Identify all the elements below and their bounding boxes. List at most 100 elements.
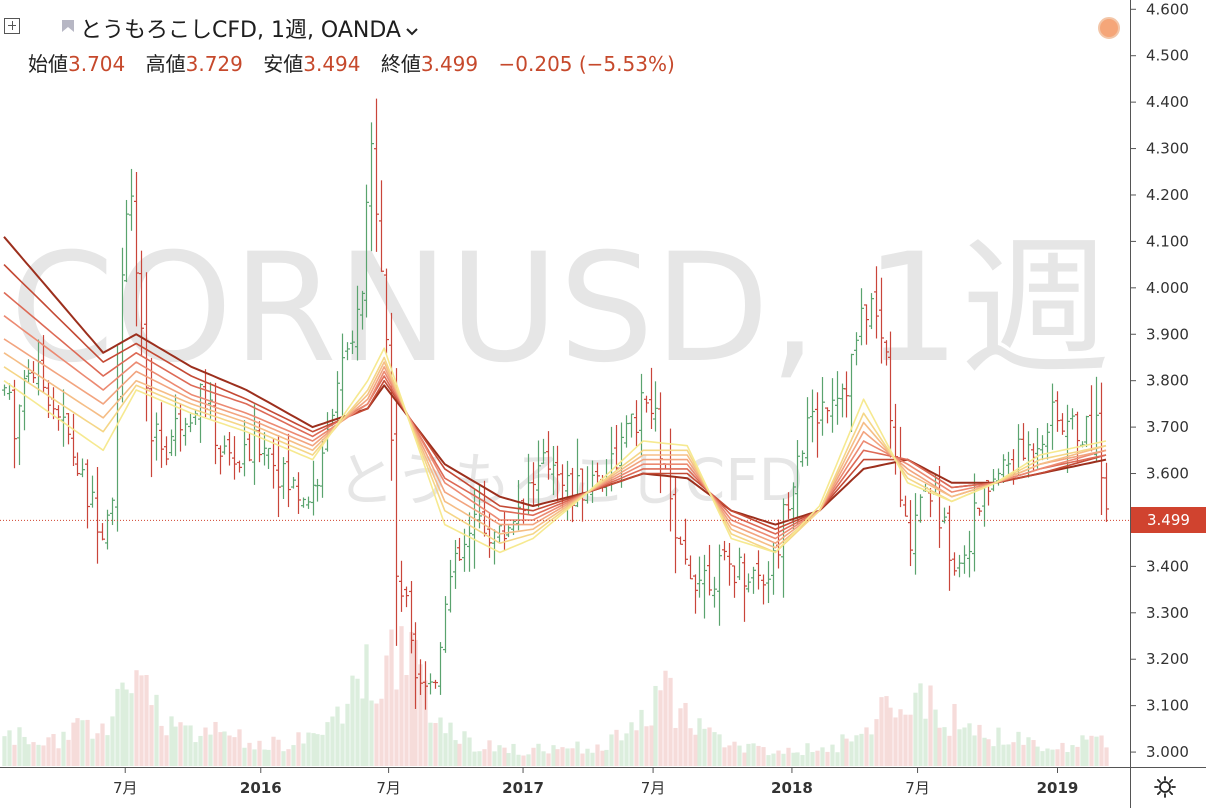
volume-bar: [688, 728, 693, 766]
symbol-title[interactable]: とうもろこしCFD, 1週, OANDA: [28, 12, 419, 44]
volume-bar: [291, 745, 296, 766]
volume-bar: [1099, 735, 1104, 766]
volume-bar: [996, 727, 1001, 766]
chevron-down-icon[interactable]: [405, 27, 419, 37]
volume-bar: [218, 732, 223, 766]
volume-bar: [409, 632, 414, 766]
status-dot-icon[interactable]: [1098, 17, 1120, 39]
flag-icon[interactable]: [60, 18, 76, 34]
volume-bar: [629, 722, 634, 766]
volume-bar: [516, 754, 521, 766]
volume-bar: [697, 718, 702, 766]
volume-bar: [1070, 745, 1075, 766]
volume-bar: [360, 698, 365, 766]
time-axis[interactable]: 7月 2016 7月 2017 7月 2018 7月 2019: [113, 767, 1078, 797]
volume-bar: [36, 744, 41, 766]
volume-bar: [399, 626, 404, 766]
volume-bar: [1080, 735, 1085, 766]
volume-bar: [751, 743, 756, 766]
moving-average-line: [3, 352, 1107, 549]
volume-bar: [355, 678, 360, 766]
price-tick-label: 4.100: [1146, 232, 1189, 250]
volume-bar: [1075, 746, 1080, 766]
volume-bar: [707, 727, 712, 766]
time-tick-label: 7月: [376, 779, 401, 797]
volume-bar: [791, 752, 796, 766]
volume-bar: [800, 755, 805, 766]
volume-bar: [453, 740, 458, 766]
plus-box-icon[interactable]: [4, 18, 20, 34]
symbol-name[interactable]: とうもろこしCFD, 1週, OANDA: [80, 18, 401, 43]
volume-bar: [1060, 742, 1065, 766]
volume-bar: [776, 750, 781, 766]
volume-bar: [242, 747, 247, 766]
volume-bar: [389, 629, 394, 766]
volume-bar: [1006, 744, 1011, 766]
volume-bar: [937, 727, 942, 766]
volume-bar: [213, 721, 218, 766]
open-value: 3.704: [68, 52, 126, 76]
watermark-symbol: CORNUSD, 1週: [10, 222, 1111, 396]
volume-bar: [649, 725, 654, 766]
volume-bar: [448, 722, 453, 766]
volume-bar: [438, 717, 443, 766]
volume-bar: [982, 737, 987, 766]
volume-bar: [384, 655, 389, 766]
price-tick-label: 4.400: [1146, 93, 1189, 111]
volume-bar: [350, 675, 355, 766]
volume-bar: [967, 723, 972, 766]
volume-bar: [252, 749, 257, 766]
volume-bar: [585, 748, 590, 766]
volume-bar: [595, 744, 600, 766]
volume-bar: [781, 753, 786, 766]
volume-bar: [105, 735, 110, 766]
volume-bar: [658, 690, 663, 766]
moving-average-ribbon: [3, 236, 1107, 554]
high-value: 3.729: [185, 52, 243, 76]
volume-bar: [472, 751, 477, 766]
volume-bar: [369, 700, 374, 766]
volume-bar: [56, 748, 61, 766]
gear-icon[interactable]: [1154, 776, 1176, 798]
volume-bar: [418, 664, 423, 766]
volume-bar: [526, 754, 531, 766]
volume-bar: [678, 708, 683, 766]
volume-bar: [120, 682, 125, 766]
volume-bar: [90, 738, 95, 766]
volume-bar: [364, 644, 369, 766]
volume-bar: [281, 751, 286, 766]
high-label: 高値: [145, 52, 186, 76]
volume-bar: [41, 745, 46, 766]
volume-bar: [859, 733, 864, 766]
price-axis-background[interactable]: [1131, 0, 1206, 808]
volume-bar: [957, 729, 962, 766]
volume-bar: [178, 722, 183, 766]
volume-bar: [173, 726, 178, 766]
volume-bar: [815, 750, 820, 766]
volume-bar: [188, 725, 193, 766]
volume-bar: [1031, 740, 1036, 766]
volume-bar: [506, 753, 511, 766]
volume-bar: [51, 734, 56, 766]
volume-bar: [766, 755, 771, 766]
volume-bar: [673, 727, 678, 766]
volume-bar: [227, 735, 232, 766]
volume-bar: [624, 733, 629, 766]
volume-bar: [286, 749, 291, 766]
volume-bar: [22, 736, 27, 766]
volume-bar: [198, 735, 203, 766]
volume-bar: [820, 747, 825, 766]
price-axis[interactable]: 4.600 4.500 4.400 4.300 4.200 4.100 4.000 3.900…: [1130, 0, 1189, 761]
volume-bar: [663, 670, 668, 766]
price-tick-label: 3.900: [1146, 325, 1189, 343]
volume-bar: [139, 675, 144, 766]
close-value: 3.499: [420, 52, 479, 76]
volume-bar: [644, 726, 649, 766]
time-tick-label: 2018: [771, 779, 813, 797]
moving-average-line: [3, 236, 1107, 526]
volume-bar: [1089, 735, 1094, 766]
volume-bar: [428, 722, 433, 766]
volume-bar: [717, 734, 722, 766]
volume-bar: [1021, 744, 1026, 766]
